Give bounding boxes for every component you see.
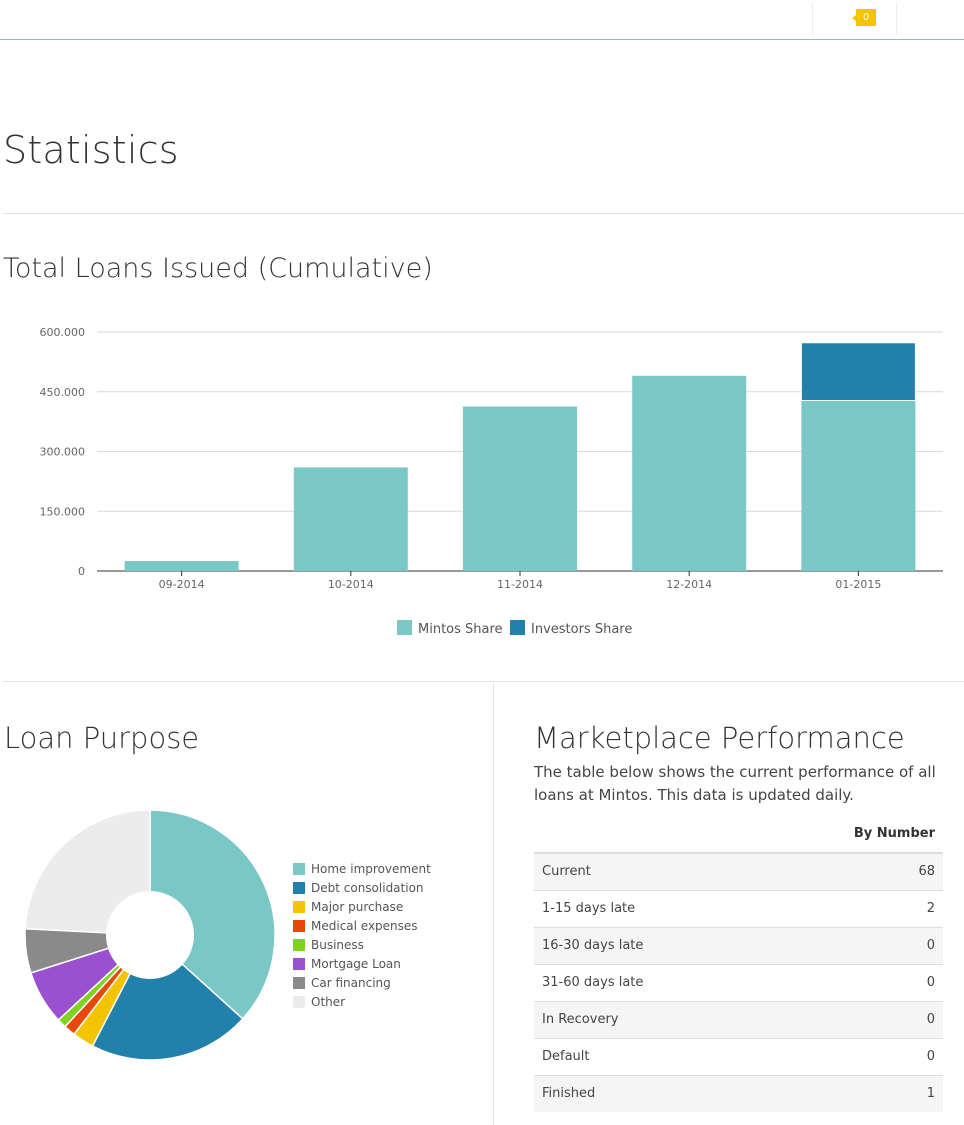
row-label: In Recovery: [542, 1012, 619, 1027]
row-label: Finished: [542, 1086, 596, 1102]
legend-label: Car financing: [311, 975, 391, 990]
pie-slice-other: [24, 809, 151, 936]
legend-item: Medical expenses: [293, 916, 431, 935]
bar-mintos-11-2014: [463, 406, 577, 571]
donut-hole: [106, 891, 194, 979]
legend-swatch: [293, 938, 305, 951]
performance-description: The table below shows the current perfor…: [534, 763, 936, 804]
row-value: 0: [926, 938, 935, 953]
row-label: Default: [542, 1049, 590, 1064]
legend-swatch: [293, 900, 305, 913]
loans-bar-chart: 0 150.000 300.000 450.000 600.000 09-2014 10-2…: [40, 326, 943, 637]
bar-investors-01-2015: [800, 342, 916, 402]
legend-item: Major purchase: [293, 897, 431, 916]
table-row: Default 0: [534, 1038, 943, 1075]
y-tick-label: 450.000: [40, 386, 86, 399]
y-tick-label: 0: [78, 565, 85, 578]
legend-swatch: [293, 976, 305, 989]
x-tick-label: 12-2014: [666, 578, 712, 591]
legend-label: Debt consolidation: [311, 880, 424, 895]
table-row: Finished 1: [534, 1075, 943, 1112]
row-label: 1-15 days late: [542, 901, 636, 916]
legend-swatch: [293, 919, 305, 932]
legend-label: Mintos Share: [418, 622, 503, 637]
performance-title: Marketplace Performance: [534, 721, 905, 755]
table-row: Current 68: [534, 853, 943, 890]
table-row: 1-15 days late 2: [534, 890, 943, 927]
legend-item: Car financing: [293, 973, 431, 992]
legend-label: Mortgage Loan: [311, 956, 401, 971]
header-divider: [896, 2, 897, 36]
row-value: 1: [926, 1086, 935, 1102]
row-value: 2: [926, 901, 935, 916]
legend-swatch: [510, 620, 525, 635]
header-divider: [812, 2, 813, 36]
y-tick-label: 600.000: [40, 326, 86, 339]
legend-label: Home improvement: [311, 861, 431, 876]
table-row: In Recovery 0: [534, 1001, 943, 1038]
legend-item: Debt consolidation: [293, 878, 431, 897]
loans-chart-title: Total Loans Issued (Cumulative): [3, 253, 433, 284]
y-tick-label: 150.000: [40, 505, 86, 518]
performance-table: Current 68 1-15 days late 2 16-30 days l…: [534, 852, 943, 1112]
x-tick-label: 09-2014: [159, 578, 205, 591]
top-bar: 0: [0, 0, 964, 40]
row-value: 0: [926, 975, 935, 990]
legend-item: Mortgage Loan: [293, 954, 431, 973]
legend-label: Major purchase: [311, 899, 404, 914]
row-label: 16-30 days late: [542, 938, 644, 953]
legend-label: Medical expenses: [311, 918, 418, 933]
row-label: Current: [542, 864, 591, 880]
legend-swatch: [293, 862, 305, 875]
notification-badge[interactable]: 0: [852, 9, 876, 26]
bar-mintos-10-2014: [293, 467, 408, 571]
bar-mintos-09-2014: [124, 561, 239, 571]
legend-label: Business: [311, 937, 364, 952]
pie-slice-debt-consolidation: [91, 933, 244, 1061]
legend-swatch: [293, 957, 305, 970]
legend-item: Business: [293, 935, 431, 954]
pie-slice-home-improvement: [149, 809, 276, 1020]
row-value: 0: [926, 1049, 935, 1064]
row-value: 0: [926, 1012, 935, 1027]
page-title: Statistics: [3, 128, 179, 172]
x-tick-label: 01-2015: [835, 578, 881, 591]
table-row: 31-60 days late 0: [534, 964, 943, 1001]
table-row: 16-30 days late 0: [534, 927, 943, 964]
loan-purpose-legend: Home improvement Debt consolidation Major …: [293, 859, 431, 1011]
loan-purpose-title: Loan Purpose: [4, 721, 200, 755]
y-tick-label: 300.000: [40, 446, 86, 459]
legend-item: Home improvement: [293, 859, 431, 878]
x-tick-label: 10-2014: [328, 578, 374, 591]
section-divider: [3, 681, 964, 682]
legend-swatch: [397, 620, 412, 635]
column-divider: [493, 682, 494, 1125]
bar-mintos-12-2014: [632, 375, 747, 571]
row-value: 68: [918, 864, 935, 880]
by-number-header: By Number: [853, 826, 935, 841]
legend-label: Investors Share: [531, 622, 632, 637]
loan-purpose-pie-chart: [24, 809, 276, 1061]
bar-mintos-01-2015: [801, 400, 916, 571]
row-label: 31-60 days late: [542, 975, 644, 990]
legend-label: Other: [311, 994, 346, 1009]
legend-item: Other: [293, 992, 431, 1011]
section-divider: [3, 213, 964, 214]
legend-swatch: [293, 995, 305, 1008]
x-tick-label: 11-2014: [497, 578, 543, 591]
legend-swatch: [293, 881, 305, 894]
